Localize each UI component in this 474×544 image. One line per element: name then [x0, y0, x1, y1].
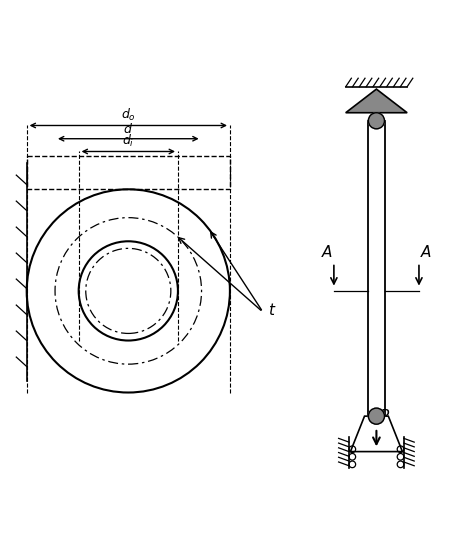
Text: $d$: $d$: [123, 122, 133, 136]
Text: $d_o$: $d_o$: [121, 107, 136, 122]
Circle shape: [368, 408, 384, 424]
Text: $A$: $A$: [321, 244, 333, 260]
Bar: [27, 156, 230, 189]
Text: $A$: $A$: [420, 244, 432, 260]
Polygon shape: [346, 89, 407, 113]
Text: $P$: $P$: [379, 408, 390, 424]
Polygon shape: [350, 416, 402, 452]
Text: $d_i$: $d_i$: [122, 133, 135, 149]
Text: $t$: $t$: [268, 302, 276, 318]
Circle shape: [368, 113, 384, 129]
